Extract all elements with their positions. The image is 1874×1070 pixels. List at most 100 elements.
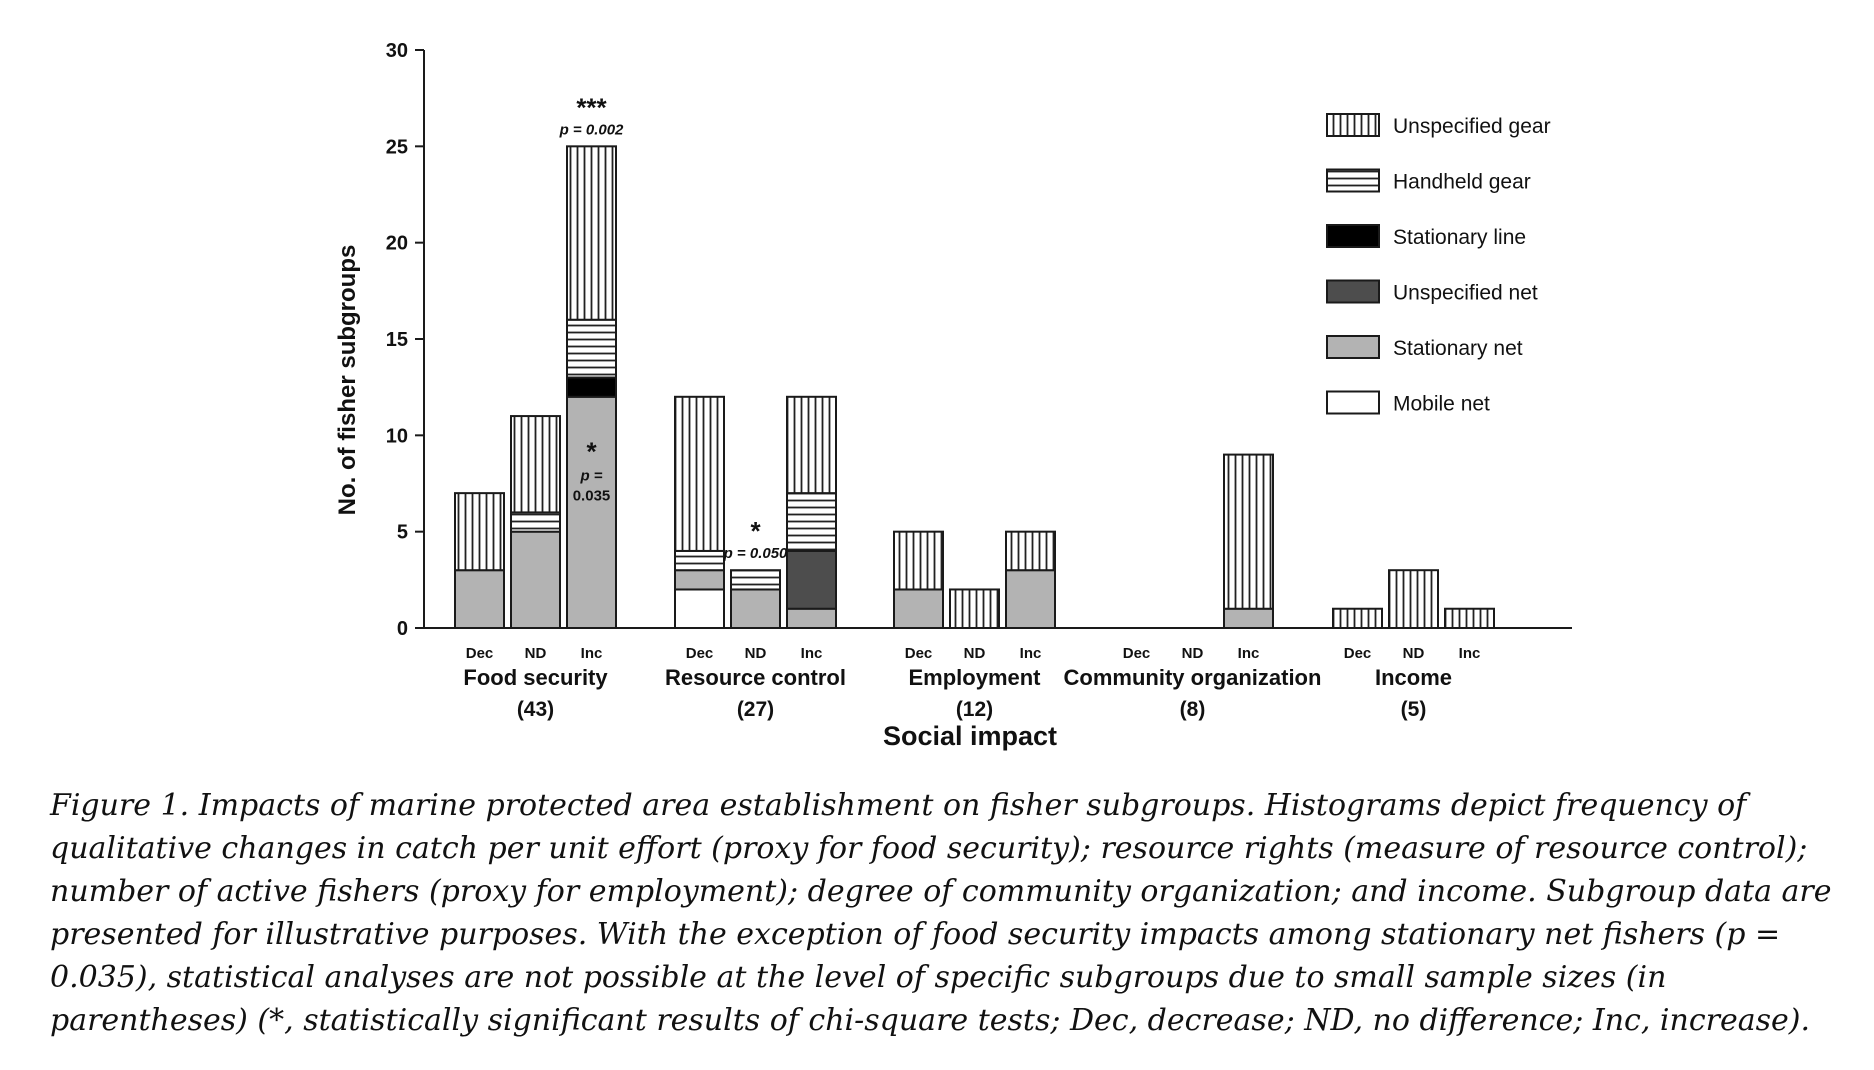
significance-annotation: *p = 0.035	[569, 432, 614, 519]
bar-segment	[674, 569, 725, 591]
x-tick-label: ND	[745, 645, 767, 662]
significance-annotations: ***p = 0.002*p = 0.050*p =0.035	[559, 92, 788, 562]
bar-group	[674, 395, 837, 630]
legend-item: Mobile net	[1326, 390, 1490, 416]
annotation-backdrop	[569, 432, 614, 519]
bar-segment	[454, 492, 505, 572]
p-value: p = 0.050	[723, 545, 788, 562]
y-tick-label: 10	[386, 425, 408, 447]
legend-label: Handheld gear	[1393, 171, 1531, 194]
bar-group	[1223, 453, 1274, 630]
x-tick-label: Dec	[1344, 645, 1372, 662]
bar-segment	[893, 588, 944, 630]
bar-segment	[786, 395, 837, 495]
y-axis-label: No. of fisher subgroups	[334, 245, 361, 516]
bar-segment	[893, 530, 944, 591]
legend-label: Unspecified gear	[1393, 115, 1551, 138]
group-sample-size: (43)	[517, 698, 554, 721]
legend-item: Stationary net	[1326, 335, 1523, 360]
x-tick-label: ND	[1403, 645, 1425, 662]
figure-caption: Figure 1. Impacts of marine protected ar…	[50, 788, 1832, 1038]
group-label: Income	[1375, 665, 1452, 690]
x-tick-label: ND	[1182, 645, 1204, 662]
group-label: Employment	[908, 665, 1041, 690]
legend-label: Stationary net	[1393, 337, 1523, 360]
significance-annotation: *p = 0.050	[723, 516, 788, 562]
legend-swatch	[1326, 224, 1380, 248]
legend-swatch	[1326, 113, 1380, 137]
y-tick-label: 25	[386, 136, 408, 158]
bar-group	[454, 145, 617, 630]
bar-segment	[454, 569, 505, 630]
legend-swatch	[1326, 168, 1380, 193]
p-value: p = 0.002	[559, 121, 624, 138]
x-tick-label: Inc	[581, 645, 603, 662]
bars-layer	[454, 145, 1495, 630]
significance-stars: *	[586, 437, 597, 467]
bar-segment	[510, 530, 561, 630]
x-tick-label: Dec	[466, 645, 494, 662]
bar-segment	[1005, 530, 1056, 572]
x-tick-label: Dec	[905, 645, 933, 662]
legend: Unspecified gear Handheld gear Stationary …	[1326, 113, 1551, 416]
legend-item: Unspecified gear	[1326, 113, 1551, 138]
group-label: Community organization	[1064, 665, 1322, 690]
x-axis-label: Social impact	[883, 721, 1057, 751]
legend-label: Unspecified net	[1393, 282, 1538, 305]
bar-segment	[786, 492, 837, 552]
bar-segment	[566, 145, 617, 321]
group-label: Food security	[463, 665, 608, 690]
bar-group	[893, 530, 1056, 630]
y-tick-label: 0	[397, 618, 408, 640]
x-tick-label: Inc	[801, 645, 823, 662]
bar-segment	[730, 588, 781, 630]
bar-segment	[786, 607, 837, 630]
y-tick-label: 15	[386, 329, 408, 351]
bar-segment	[510, 511, 561, 533]
bar-segment	[1388, 569, 1439, 630]
y-tick-label: 20	[386, 233, 408, 255]
x-tick-label: Inc	[1459, 645, 1481, 662]
significance-stars: *	[750, 516, 761, 546]
bar-segment	[566, 318, 617, 379]
x-tick-label: Dec	[686, 645, 714, 662]
group-label: Resource control	[665, 665, 846, 690]
group-sample-size: (27)	[737, 698, 774, 721]
p-value: p =	[579, 468, 602, 485]
x-tick-label: Dec	[1123, 645, 1151, 662]
legend-label: Stationary line	[1393, 226, 1526, 249]
x-tick-label: ND	[525, 645, 547, 662]
bar-segment	[674, 588, 725, 630]
bar-group	[1332, 569, 1495, 630]
legend-swatch	[1326, 390, 1380, 415]
bar-segment	[674, 549, 725, 572]
legend-item: Handheld gear	[1326, 168, 1531, 194]
p-value: 0.035	[573, 488, 611, 505]
group-sample-size: (12)	[956, 698, 993, 721]
bar-segment	[1444, 607, 1495, 630]
x-axis: Dec ND Inc Food security (43) Dec ND Inc Resourc…	[424, 627, 1572, 721]
legend-item: Stationary line	[1326, 224, 1526, 249]
x-tick-label: Inc	[1238, 645, 1260, 662]
bar-segment	[786, 549, 837, 610]
legend-swatch	[1326, 335, 1380, 359]
bar-segment	[510, 415, 561, 514]
legend-item: Unspecified net	[1326, 279, 1538, 305]
significance-annotation: ***p = 0.002	[559, 92, 624, 138]
significance-stars: ***	[576, 92, 607, 122]
y-axis: 0 5 10 15 20 25 30	[386, 40, 425, 640]
bar-segment	[1223, 453, 1274, 610]
bar-segment	[1005, 569, 1056, 630]
y-tick-label: 5	[397, 522, 408, 544]
y-tick-label: 30	[386, 40, 408, 62]
bar-segment	[566, 376, 617, 398]
legend-label: Mobile net	[1393, 393, 1490, 416]
bar-segment	[674, 395, 725, 552]
x-tick-label: ND	[964, 645, 986, 662]
bar-segment	[1223, 607, 1274, 630]
x-tick-label: Inc	[1020, 645, 1042, 662]
bar-segment	[730, 569, 781, 591]
legend-swatch	[1326, 279, 1380, 304]
bar-segment	[949, 588, 1000, 630]
group-sample-size: (5)	[1401, 698, 1427, 721]
